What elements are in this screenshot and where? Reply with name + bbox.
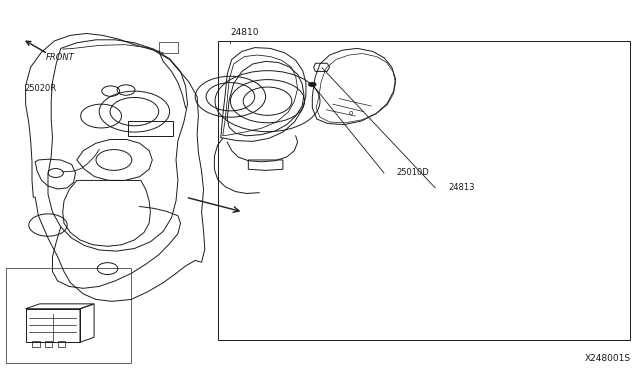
Text: X248001S: X248001S — [584, 354, 630, 363]
Bar — [6, 268, 131, 363]
Bar — [128, 121, 173, 136]
Bar — [218, 41, 630, 340]
Text: 24810: 24810 — [230, 28, 259, 37]
Bar — [45, 341, 52, 347]
Text: FRONT: FRONT — [46, 52, 75, 61]
Text: o: o — [349, 110, 353, 116]
Circle shape — [308, 82, 316, 87]
Bar — [159, 42, 178, 53]
Bar — [58, 341, 65, 347]
Text: 24813: 24813 — [448, 183, 474, 192]
Bar — [32, 341, 40, 347]
Text: 25020R: 25020R — [24, 84, 56, 93]
Text: 25010D: 25010D — [397, 168, 429, 177]
